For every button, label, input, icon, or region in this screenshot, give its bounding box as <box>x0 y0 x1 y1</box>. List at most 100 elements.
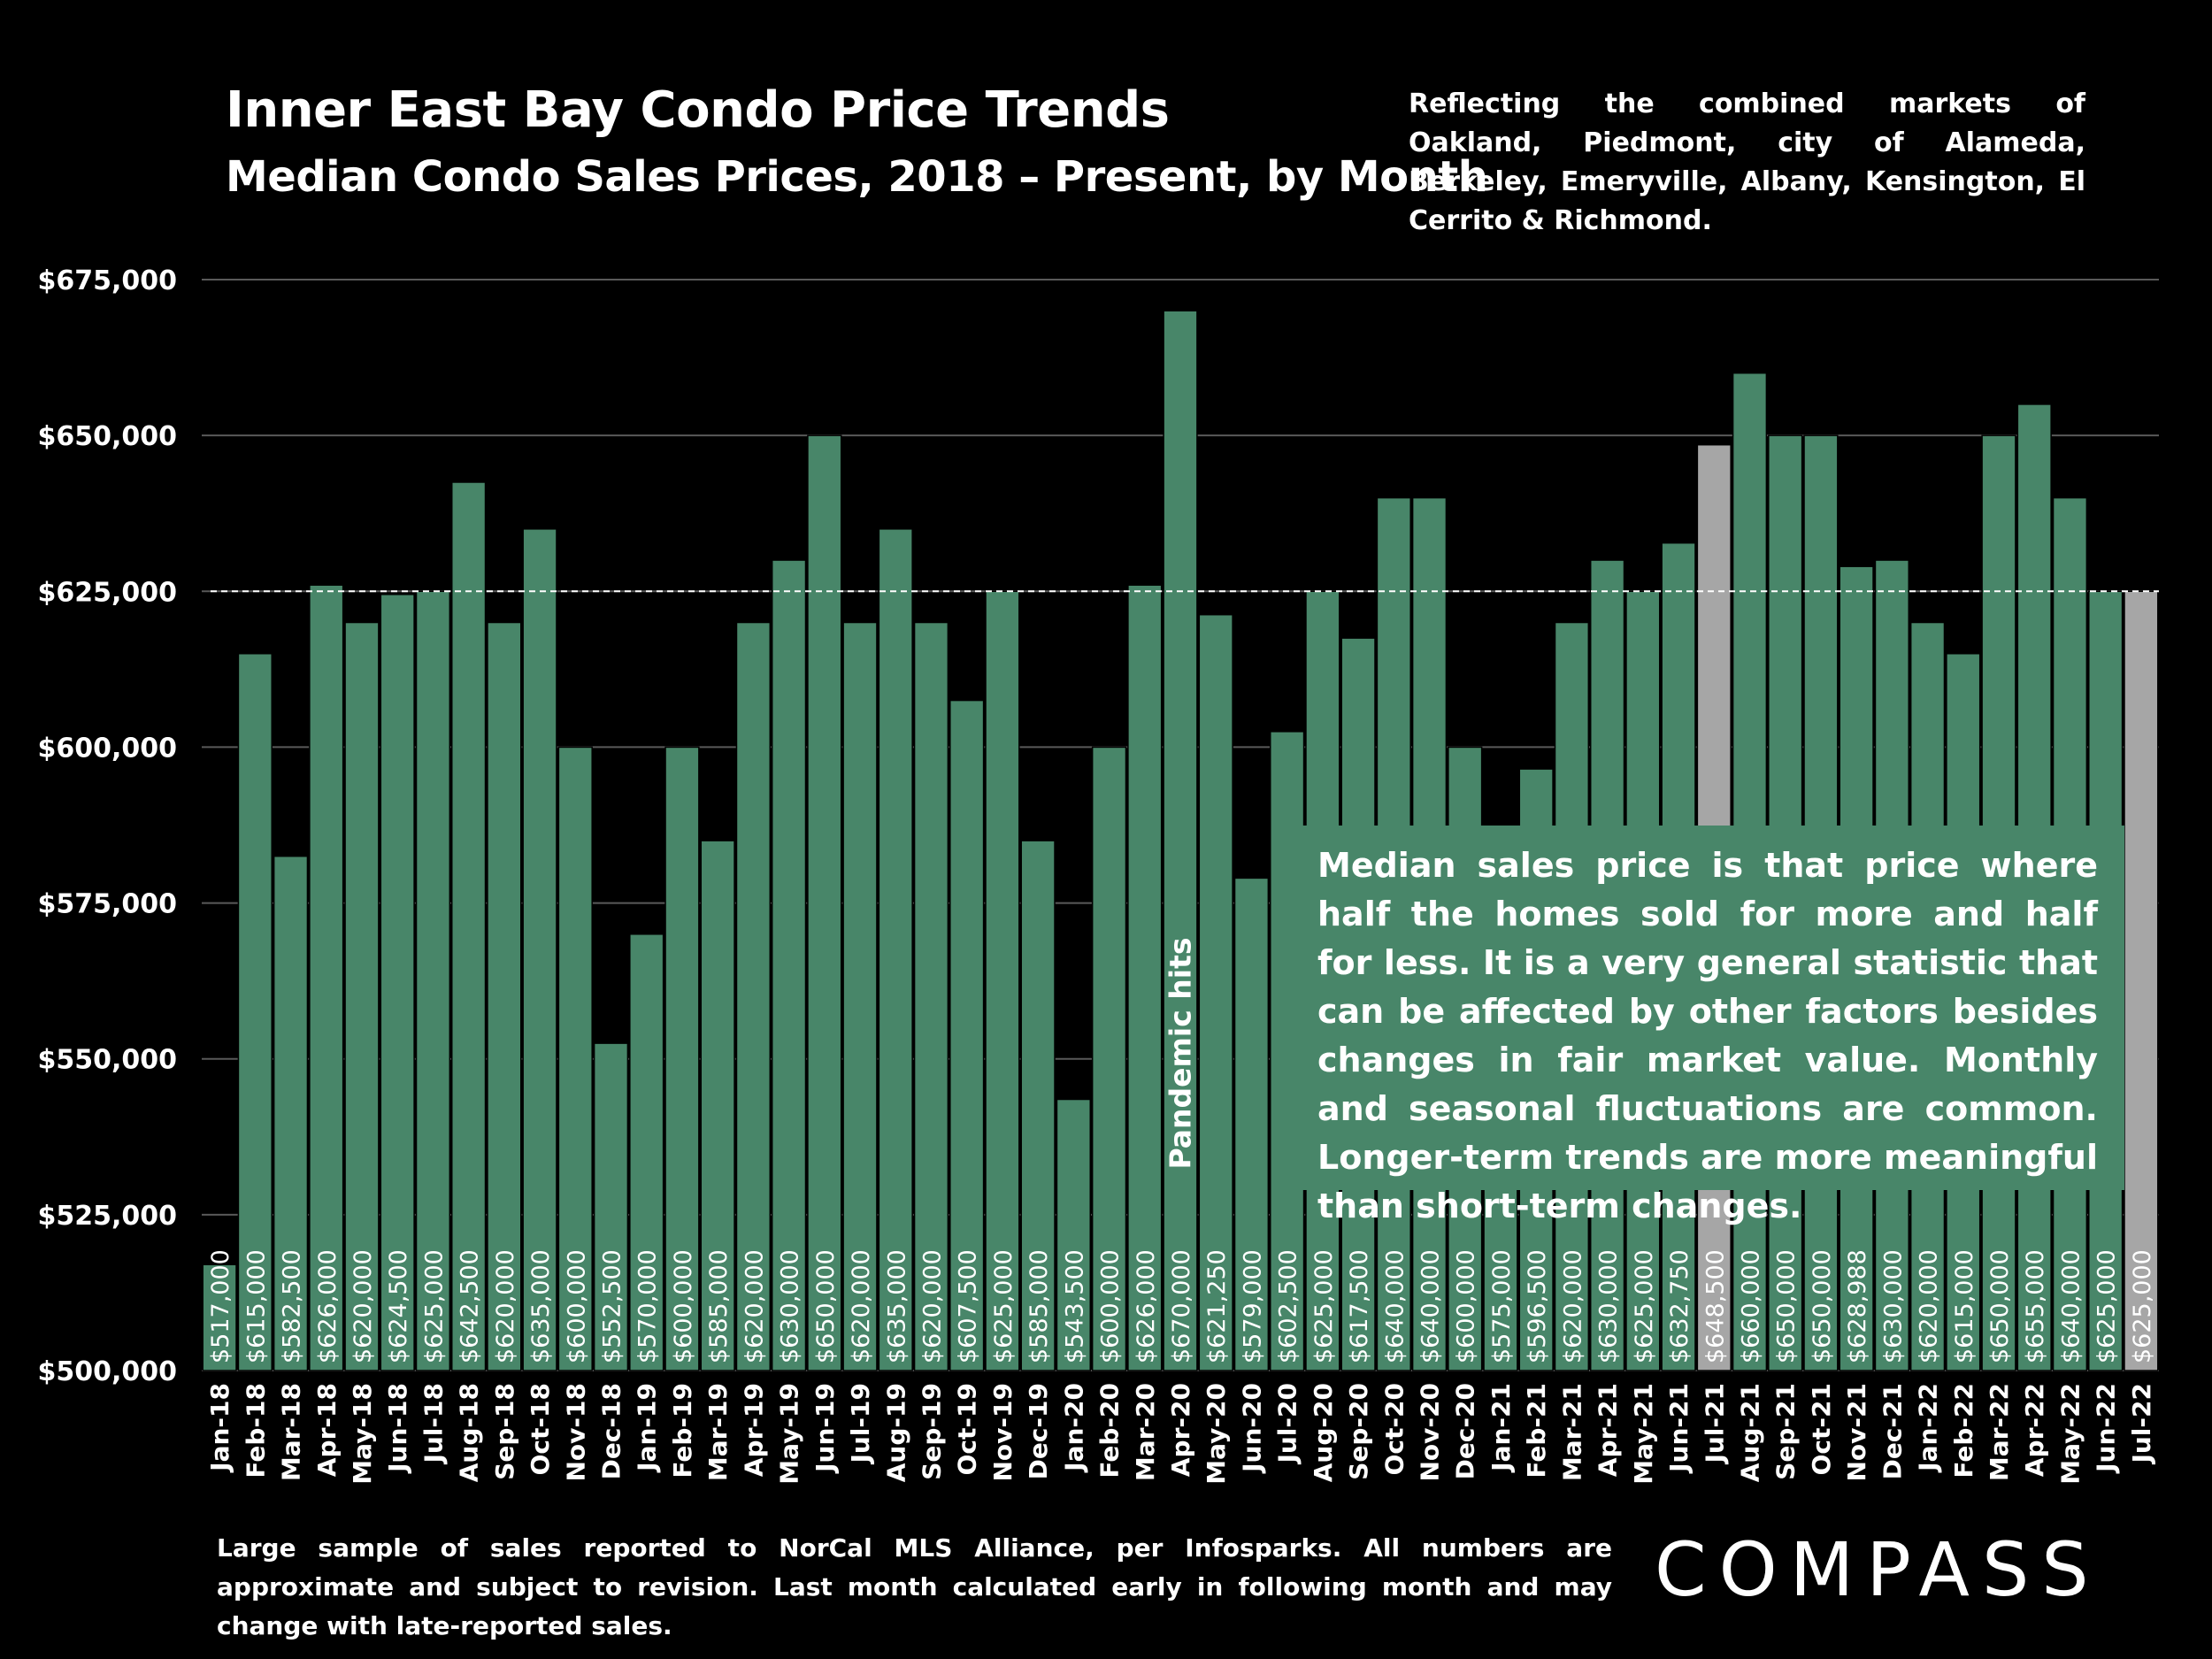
x-tick-label: Jan-21 <box>1486 1383 1516 1473</box>
x-tick-label: Jun-21 <box>1664 1383 1694 1474</box>
data-label: $632,750 <box>1666 1249 1694 1363</box>
data-label: $600,000 <box>563 1249 590 1363</box>
data-label: $625,000 <box>420 1249 448 1363</box>
data-label: $620,000 <box>1916 1249 1943 1363</box>
x-tick-label: Apr-18 <box>312 1383 342 1477</box>
data-label: $625,000 <box>1310 1249 1338 1363</box>
x-tick-label: Apr-20 <box>1166 1383 1195 1477</box>
data-label: $655,000 <box>2022 1249 2049 1363</box>
x-tick-label: Aug-21 <box>1735 1383 1764 1482</box>
data-label: $648,500 <box>1701 1249 1729 1363</box>
bar <box>1020 840 1056 1371</box>
data-label: $600,000 <box>1097 1249 1125 1363</box>
data-label: $628,988 <box>1844 1249 1871 1363</box>
x-tick-label: Jul-19 <box>846 1383 875 1465</box>
bar <box>771 559 807 1371</box>
x-tick-label: Jan-18 <box>205 1383 234 1473</box>
data-label: $640,000 <box>1417 1249 1445 1363</box>
data-label: $575,000 <box>1488 1249 1516 1363</box>
x-tick-label: Mar-19 <box>703 1383 733 1481</box>
x-tick-label: Mar-20 <box>1131 1383 1160 1481</box>
data-label: $585,000 <box>705 1249 733 1363</box>
data-label: $620,000 <box>1559 1249 1586 1363</box>
source-footnote: Large sample of sales reported to NorCal… <box>217 1533 1612 1640</box>
x-tick-label: Oct-21 <box>1807 1383 1836 1475</box>
bar <box>1091 746 1127 1371</box>
x-tick-label: Oct-19 <box>953 1383 982 1475</box>
bar <box>2124 590 2159 1371</box>
data-label: $635,000 <box>527 1249 555 1363</box>
bar <box>842 621 878 1371</box>
x-tick-label: Nov-20 <box>1416 1383 1445 1482</box>
y-tick-label: $575,000 <box>37 889 177 920</box>
bar <box>344 621 380 1371</box>
y-tick-label: $650,000 <box>37 421 177 452</box>
y-tick-label: $525,000 <box>37 1201 177 1232</box>
compass-logo: COMPASS <box>1655 1526 2101 1613</box>
data-label: $620,000 <box>848 1249 875 1363</box>
data-label: $670,000 <box>1168 1249 1195 1363</box>
x-tick-label: Oct-20 <box>1379 1383 1409 1475</box>
data-label: $600,000 <box>670 1249 697 1363</box>
x-tick-label: Sep-20 <box>1344 1383 1373 1480</box>
bar <box>557 746 593 1371</box>
data-label: $625,000 <box>2129 1249 2156 1363</box>
bar <box>593 1042 629 1371</box>
x-tick-label: Jul-20 <box>1273 1383 1302 1465</box>
data-label: $620,000 <box>492 1249 519 1363</box>
x-tick-label: Dec-21 <box>1878 1383 1907 1479</box>
bar <box>700 840 735 1371</box>
bar <box>878 528 913 1371</box>
bar <box>1127 584 1163 1371</box>
pandemic-annotation: Pandemic hits <box>1163 936 1198 1170</box>
bar <box>487 621 522 1371</box>
data-label: $660,000 <box>1737 1249 1764 1363</box>
data-label: $650,000 <box>812 1249 840 1363</box>
x-tick-label: Sep-18 <box>490 1383 519 1480</box>
data-labels: $517,000 $615,000 $582,500 $626,000 $620,000… <box>207 1249 2156 1363</box>
x-tick-label: Feb-18 <box>241 1383 270 1479</box>
x-tick-label: Apr-21 <box>1594 1383 1623 1477</box>
x-tick-label: Jun-18 <box>383 1383 412 1474</box>
bar <box>309 584 344 1371</box>
x-axis-ticks: Jan-18 Feb-18 Mar-18 Apr-18 May-18 Jun-18 Jul-… <box>205 1383 2156 1485</box>
x-tick-label: Feb-21 <box>1522 1383 1551 1479</box>
data-label: $630,000 <box>1595 1249 1623 1363</box>
data-label: $552,500 <box>599 1249 626 1363</box>
x-tick-label: Mar-21 <box>1557 1383 1586 1481</box>
data-label: $650,000 <box>1986 1249 2014 1363</box>
bar <box>450 481 487 1371</box>
bar <box>1233 877 1270 1371</box>
x-tick-label: Nov-21 <box>1842 1383 1871 1482</box>
x-tick-label: Jul-21 <box>1700 1383 1729 1465</box>
x-tick-label: Feb-22 <box>1949 1383 1978 1479</box>
x-tick-label: Apr-19 <box>739 1383 768 1477</box>
data-label: $626,000 <box>314 1249 342 1363</box>
x-tick-label: Jun-20 <box>1237 1383 1266 1474</box>
bar <box>1198 613 1233 1371</box>
bar <box>913 621 949 1371</box>
bar <box>415 590 451 1371</box>
data-label: $625,000 <box>1631 1249 1658 1363</box>
y-axis-ticks: $500,000 $525,000 $550,000 $575,000 $600,000… <box>37 265 177 1387</box>
bar <box>380 594 415 1371</box>
x-tick-label: Mar-22 <box>1985 1383 2014 1481</box>
x-tick-label: May-21 <box>1629 1383 1658 1485</box>
bar <box>202 1263 237 1371</box>
data-label: $650,000 <box>1809 1249 1836 1363</box>
y-tick-label: $625,000 <box>37 577 177 608</box>
data-label: $582,500 <box>279 1249 306 1363</box>
data-label: $615,000 <box>1951 1249 1978 1363</box>
x-tick-label: Nov-19 <box>988 1383 1018 1482</box>
median-explanation-box: Median sales price is that price where h… <box>1275 826 2124 1225</box>
data-label: $579,000 <box>1239 1249 1266 1363</box>
bar <box>807 434 842 1371</box>
x-tick-label: May-20 <box>1202 1383 1231 1485</box>
x-tick-label: Oct-18 <box>526 1383 555 1475</box>
data-label: $635,000 <box>883 1249 910 1363</box>
data-label: $615,000 <box>242 1249 270 1363</box>
x-tick-label: Dec-20 <box>1451 1383 1480 1479</box>
bar <box>1163 310 1198 1371</box>
data-label: $570,000 <box>634 1249 662 1363</box>
x-tick-label: Feb-19 <box>668 1383 697 1479</box>
